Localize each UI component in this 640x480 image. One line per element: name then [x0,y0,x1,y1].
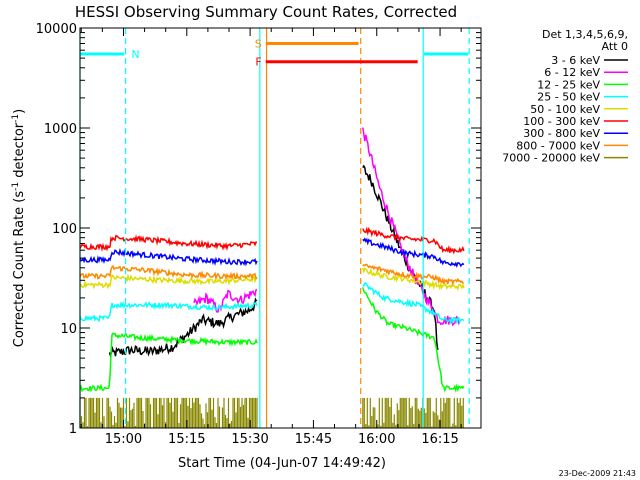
x-axis-ticks: 15:00 15:15 15:30 15:45 16:00 16:15 [80,28,462,447]
series-5 [79,226,465,255]
y-axis-label-sup2: -1 [11,114,21,123]
series-0-segment-1 [362,164,439,351]
legend-entry-7: 800 - 7000 keV [516,139,600,152]
state-label-S: S [255,37,262,50]
timestamp: 23-Dec-2009 21:43 [559,469,636,478]
x-tick-label-4: 16:00 [358,432,395,447]
series-3-segment-1 [362,282,465,325]
legend-entry-4: 50 - 100 keV [530,103,600,116]
series-4-segment-1 [362,267,465,292]
plot-area: N SF [79,27,482,429]
legend-header-line2: Att 0 [602,40,628,53]
series-8 [79,397,464,428]
series-6-segment-0 [79,248,258,267]
series-6-segment-1 [362,237,465,268]
series-5-segment-0 [79,234,258,252]
series-2 [79,287,465,394]
y-axis-ticks: 1 10 100 1000 10000 [36,22,481,437]
y-axis-label-main: Corrected Count Rate (s [12,191,27,348]
legend-entry-8: 7000 - 20000 keV [502,152,600,165]
y-tick-label-0: 1 [69,422,77,437]
y-tick-label-1: 10 [60,322,77,337]
series-3-segment-0 [79,300,258,323]
series-0-segment-0 [108,297,258,359]
series-7 [79,263,464,286]
series-6 [79,237,465,268]
x-tick-label-2: 15:30 [231,432,268,447]
y-axis-label-sup: -1 [11,182,21,191]
series-7-segment-0 [79,264,258,282]
series-5-segment-1 [362,226,465,255]
series-2-segment-0 [79,332,258,393]
state-label-F: F [255,56,261,69]
y-axis-label-mid: detector [12,122,27,182]
state-label-N: N [131,48,139,61]
x-tick-label-1: 15:15 [168,432,205,447]
y-tick-label-3: 1000 [44,122,77,137]
chart-title: HESSI Observing Summary Count Rates, Cor… [75,3,457,21]
legend-header-line1: Det 1,3,4,5,6,9, [542,28,628,41]
x-tick-label-5: 16:15 [421,432,458,447]
series-3 [79,282,465,325]
y-axis-label-end: ) [12,109,27,114]
legend-entry-1: 6 - 12 keV [544,66,600,79]
series-8-segment-0 [79,397,258,428]
y-tick-label-4: 10000 [36,22,77,37]
y-tick-label-2: 100 [52,222,77,237]
series-7-segment-1 [362,263,464,286]
series-4 [79,267,465,292]
series-1-segment-0 [193,288,258,313]
x-tick-label-0: 15:00 [105,432,142,447]
series-2-segment-1 [362,287,465,394]
series-4-segment-0 [79,273,258,290]
legend-entry-5: 100 - 300 keV [523,115,600,128]
legend-entry-2: 12 - 25 keV [537,78,600,91]
series-0 [108,164,439,359]
legend-entry-0: 3 - 6 keV [551,54,600,67]
series-1 [193,127,461,327]
y-axis-label: Corrected Count Rate (s-1 detector-1) [11,109,27,347]
series-8-segment-1 [362,397,464,428]
plot-frame [79,27,482,429]
x-axis-label: Start Time (04-Jun-07 14:49:42) [178,456,386,471]
series-1-segment-1 [362,127,461,327]
legend-entry-3: 25 - 50 keV [537,91,600,104]
x-tick-label-3: 15:45 [295,432,332,447]
legend-entry-6: 300 - 800 keV [523,127,600,140]
